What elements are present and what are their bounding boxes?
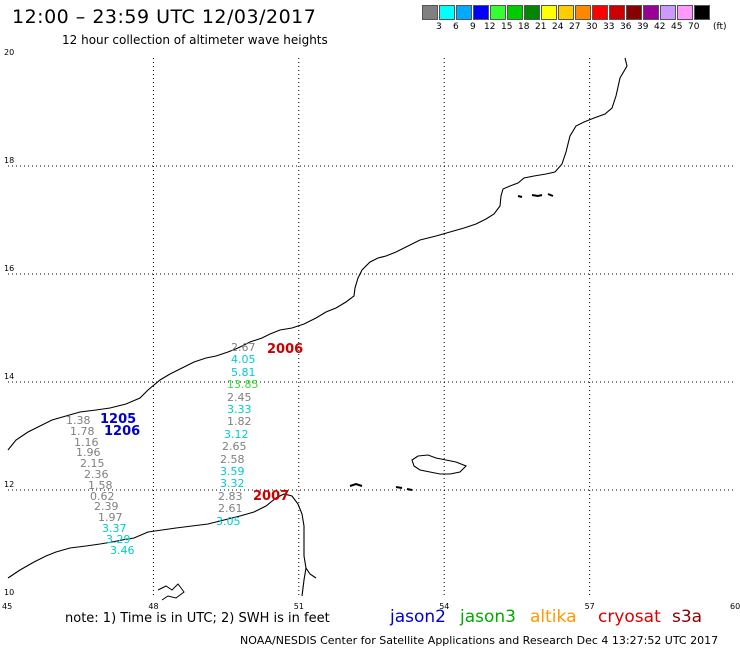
lat-tick-label: 16 xyxy=(4,264,14,273)
color-swatch xyxy=(643,5,659,20)
color-swatch xyxy=(473,5,489,20)
color-swatch xyxy=(541,5,557,20)
wave-height-reading: 0.62 xyxy=(90,489,115,503)
color-scale xyxy=(422,5,711,20)
color-scale-label: 12 xyxy=(484,22,496,32)
wave-height-reading: 2.36 xyxy=(84,468,109,481)
wave-height-reading: 3.59 xyxy=(220,465,245,478)
lon-tick-label: 57 xyxy=(585,602,595,611)
wave-height-reading: 3.32 xyxy=(220,477,245,491)
wave-height-reading: 1.96 xyxy=(76,446,101,460)
lat-tick-label: 12 xyxy=(4,480,14,489)
color-scale-label: 45 xyxy=(671,22,683,32)
wave-height-reading: 2.58 xyxy=(220,452,245,466)
lon-tick-label: 51 xyxy=(294,602,304,611)
color-scale-label: 42 xyxy=(654,22,666,32)
wave-height-reading: 4.05 xyxy=(231,353,256,367)
wave-height-reading: 3.46 xyxy=(110,543,135,557)
color-swatch xyxy=(575,5,591,20)
pass-time-label: 1206 xyxy=(104,424,141,439)
lat-tick-label: 20 xyxy=(4,48,14,57)
wave-height-reading: 2.67 xyxy=(231,341,256,354)
wave-height-reading: 2.61 xyxy=(218,502,243,516)
legend-entry-altika: altika xyxy=(530,607,577,627)
color-swatch xyxy=(677,5,693,20)
color-swatch xyxy=(422,5,438,20)
wave-height-reading: 3.29 xyxy=(106,532,131,546)
wave-height-reading: 1.58 xyxy=(88,478,113,492)
color-swatch xyxy=(609,5,625,20)
wave-height-reading: 1.78 xyxy=(70,424,95,438)
color-scale-label: 33 xyxy=(603,22,615,32)
color-scale-label: 6 xyxy=(453,22,459,32)
legend-entry-s3a: s3a xyxy=(672,607,703,627)
legend-entry-jason3: jason3 xyxy=(460,607,516,627)
wave-height-reading: 13.85 xyxy=(227,378,259,392)
color-scale-label: 9 xyxy=(470,22,476,32)
color-scale-label: 3 xyxy=(436,22,442,32)
lat-tick-label: 18 xyxy=(4,156,14,165)
lon-tick-label: 60 xyxy=(730,602,740,611)
somali-coast xyxy=(7,493,317,597)
wave-height-reading: 3.12 xyxy=(224,427,249,441)
color-scale-label: 27 xyxy=(569,22,581,32)
coastal-islets xyxy=(157,583,185,601)
color-scale-label: 24 xyxy=(552,22,564,32)
color-swatch xyxy=(439,5,455,20)
color-swatch xyxy=(660,5,676,20)
wave-height-reading: 5.81 xyxy=(231,365,256,379)
pass-time-label: 2006 xyxy=(267,342,304,357)
color-scale-label: 18 xyxy=(518,22,530,32)
color-scale-label: 39 xyxy=(637,22,649,32)
wave-height-reading: 1.82 xyxy=(227,415,252,429)
wave-height-reading: 3.37 xyxy=(102,522,127,535)
socotra-island xyxy=(411,454,467,475)
color-swatch xyxy=(626,5,642,20)
wave-height-reading: 2.83 xyxy=(218,489,243,503)
color-scale-label: 15 xyxy=(501,22,513,32)
color-swatch xyxy=(490,5,506,20)
wave-height-reading: 3.33 xyxy=(227,403,252,416)
color-scale-label: 30 xyxy=(586,22,598,32)
lat-tick-label: 14 xyxy=(4,372,14,381)
color-swatch xyxy=(524,5,540,20)
color-scale-label: 70 xyxy=(688,22,700,32)
color-scale-label: 21 xyxy=(535,22,547,32)
socotra-islets xyxy=(349,482,413,491)
map-subtitle: 12 hour collection of altimeter wave hei… xyxy=(62,33,328,47)
kuria-muria-islands xyxy=(517,193,554,198)
wave-height-reading: 1.16 xyxy=(74,435,99,449)
color-swatch xyxy=(456,5,472,20)
wave-height-reading: 2.15 xyxy=(80,457,105,471)
wave-height-reading: 1.97 xyxy=(98,511,123,525)
pass-time-label: 1205 xyxy=(100,412,137,427)
coastline xyxy=(7,57,628,601)
legend-entry-cryosat: cryosat xyxy=(598,607,661,627)
lat-tick-label: 10 xyxy=(4,588,14,597)
credit-line: NOAA/NESDIS Center for Satellite Applica… xyxy=(240,634,719,647)
arabian-coast xyxy=(7,57,628,451)
wave-height-reading: 2.45 xyxy=(227,390,252,404)
color-scale-label: 36 xyxy=(620,22,632,32)
lon-tick-label: 45 xyxy=(2,602,12,611)
wave-height-reading: 3.05 xyxy=(216,514,241,528)
lon-tick-label: 48 xyxy=(148,602,158,611)
color-swatch xyxy=(507,5,523,20)
pass-time-label: 2007 xyxy=(253,489,290,504)
color-swatch xyxy=(558,5,574,20)
units-note: note: 1) Time is in UTC; 2) SWH is in fe… xyxy=(65,611,330,626)
legend-entry-jason2: jason2 xyxy=(390,607,446,627)
map-title: 12:00 – 23:59 UTC 12/03/2017 xyxy=(12,6,317,28)
color-swatch xyxy=(592,5,608,20)
color-scale-unit: (ft) xyxy=(713,22,727,32)
color-swatch xyxy=(694,5,710,20)
wave-height-reading: 2.65 xyxy=(222,440,247,454)
wave-height-reading: 1.38 xyxy=(66,414,91,427)
axis-labels: 45 48 51 54 57 60 20 18 16 14 12 10 xyxy=(2,48,740,611)
wave-height-reading: 2.39 xyxy=(94,500,119,514)
lon-tick-label: 54 xyxy=(439,602,449,611)
